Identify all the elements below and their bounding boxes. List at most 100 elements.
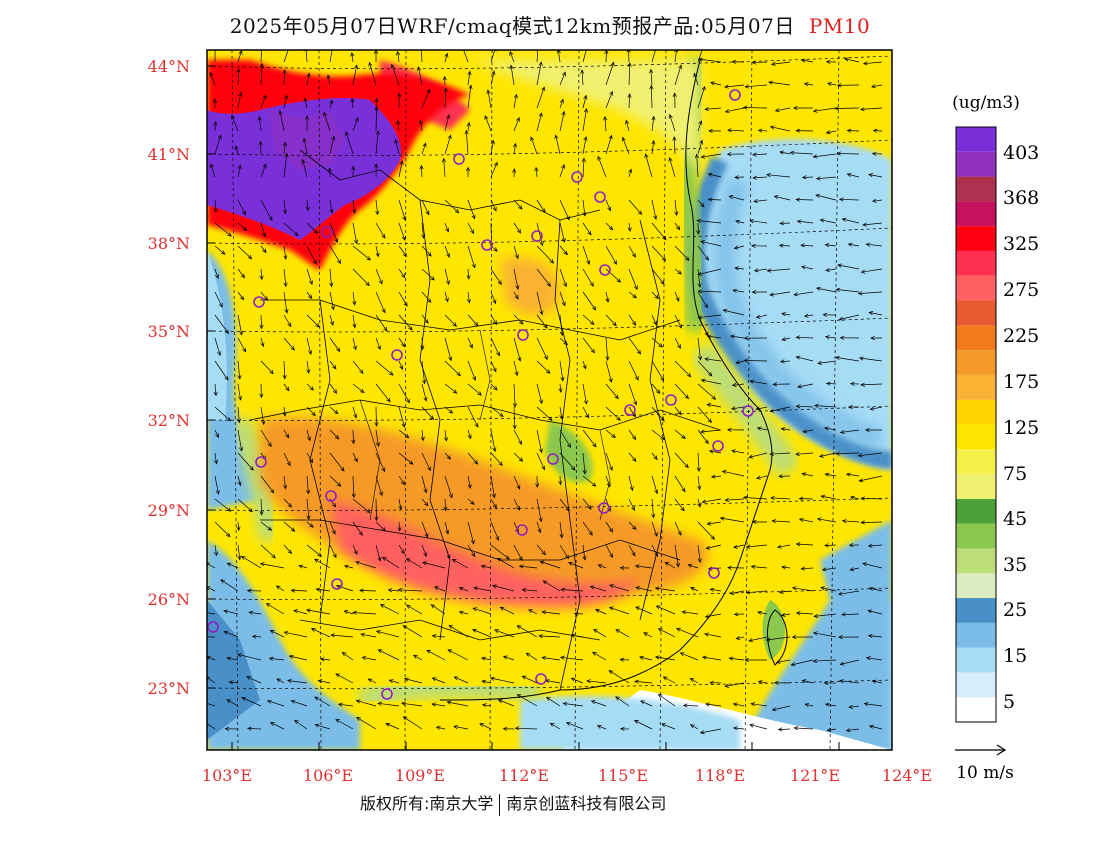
wind-arrow bbox=[847, 173, 860, 178]
wind-arrow-head bbox=[246, 588, 252, 593]
wind-arrow bbox=[214, 521, 231, 537]
wind-arrow-head bbox=[403, 302, 408, 307]
wind-arrow bbox=[444, 337, 452, 361]
wind-arrow bbox=[352, 475, 355, 498]
wind-arrow-head bbox=[430, 604, 436, 609]
wind-arrow-head bbox=[421, 234, 426, 239]
wind-arrow-head bbox=[543, 324, 548, 329]
wind-arrow-head bbox=[768, 80, 773, 85]
wind-arrow-head bbox=[698, 57, 703, 62]
wind-arrow bbox=[858, 291, 883, 294]
wind-arrow-head bbox=[796, 219, 802, 224]
wind-arrow-head bbox=[867, 633, 873, 638]
wind-arrow bbox=[840, 429, 860, 433]
wind-arrow bbox=[398, 199, 406, 221]
wind-arrow bbox=[329, 406, 339, 414]
wind-arrow-head bbox=[629, 486, 634, 492]
wind-arrow bbox=[260, 199, 273, 221]
wind-arrow-head bbox=[294, 231, 299, 237]
wind-arrow-head bbox=[751, 519, 757, 525]
wind-arrow-head bbox=[868, 311, 874, 316]
wind-arrow-head bbox=[304, 115, 310, 120]
wind-arrow bbox=[237, 69, 240, 86]
wind-arrow-head bbox=[697, 558, 702, 563]
wind-arrow-head bbox=[408, 326, 413, 331]
wind-arrow-head bbox=[793, 292, 799, 297]
wind-arrow-head bbox=[314, 558, 319, 563]
wind-arrow-head bbox=[412, 654, 418, 659]
wind-arrow bbox=[582, 544, 586, 560]
wind-arrow-head bbox=[706, 334, 712, 339]
wind-arrow-head bbox=[518, 440, 523, 446]
wind-arrow-head bbox=[847, 242, 853, 247]
colorbar bbox=[955, 126, 997, 723]
wind-arrow-head bbox=[752, 175, 757, 180]
wind-arrow bbox=[375, 452, 386, 472]
wind-arrow-head bbox=[515, 285, 520, 290]
wind-arrow-head bbox=[567, 443, 572, 449]
wind-arrow bbox=[375, 360, 394, 376]
wind-arrow-head bbox=[707, 418, 712, 424]
wind-arrow bbox=[329, 452, 345, 472]
wind-arrow bbox=[872, 680, 883, 684]
wind-arrow-head bbox=[592, 305, 597, 311]
wind-arrow-head bbox=[778, 474, 783, 479]
wind-arrow-head bbox=[708, 449, 714, 454]
wind-arrow-head bbox=[674, 50, 679, 53]
wind-arrow bbox=[311, 628, 331, 638]
wind-arrow-head bbox=[592, 442, 597, 448]
wind-arrow bbox=[351, 52, 354, 63]
wind-arrow-head bbox=[573, 611, 579, 616]
wind-arrow bbox=[756, 314, 768, 318]
wind-arrow-head bbox=[359, 369, 364, 374]
wind-arrow-head bbox=[334, 434, 340, 440]
wind-arrow-head bbox=[257, 115, 262, 121]
wind-arrow bbox=[815, 194, 837, 201]
wind-arrow bbox=[706, 544, 722, 549]
wind-arrow bbox=[260, 50, 262, 63]
wind-arrow-head bbox=[681, 434, 686, 440]
wind-arrow bbox=[355, 561, 377, 569]
wind-arrow-head bbox=[860, 382, 865, 387]
wind-arrow bbox=[582, 337, 595, 354]
wind-arrow-head bbox=[240, 555, 246, 560]
wind-arrow bbox=[774, 195, 791, 201]
wind-arrow-head bbox=[818, 453, 824, 458]
wind-arrow bbox=[536, 429, 542, 453]
wind-arrow bbox=[605, 291, 609, 303]
wind-arrow-head bbox=[239, 295, 245, 301]
wind-arrow-head bbox=[345, 131, 349, 136]
wind-arrow bbox=[559, 314, 563, 336]
wind-arrow-head bbox=[335, 584, 341, 589]
wind-arrow bbox=[513, 406, 516, 429]
figure-title: 2025年05月07日WRF/cmaq模式12km预报产品:05月07日 PM10 bbox=[0, 10, 1100, 39]
wind-arrow-head bbox=[248, 610, 254, 615]
wind-arrow-head bbox=[709, 587, 715, 592]
wind-arrow bbox=[306, 291, 312, 299]
wind-arrow bbox=[539, 635, 561, 638]
wind-arrow-head bbox=[614, 394, 619, 400]
station-marker bbox=[547, 453, 559, 465]
wind-arrow-head bbox=[491, 493, 496, 499]
wind-arrow-head bbox=[284, 152, 289, 158]
wind-arrow bbox=[698, 58, 722, 63]
wind-arrow bbox=[568, 562, 584, 569]
wind-arrow bbox=[674, 360, 691, 377]
wind-arrow bbox=[819, 452, 837, 457]
wind-arrow-head bbox=[226, 562, 232, 567]
wind-arrow bbox=[731, 450, 745, 454]
wind-arrow bbox=[329, 383, 337, 394]
wind-arrow-head bbox=[802, 429, 808, 434]
wind-arrow bbox=[779, 151, 791, 155]
wind-arrow bbox=[725, 107, 745, 113]
wind-arrow bbox=[490, 314, 497, 325]
wind-arrow bbox=[770, 126, 791, 132]
wind-arrow-head bbox=[729, 590, 735, 595]
wind-arrow-head bbox=[424, 319, 429, 324]
wind-arrow bbox=[745, 84, 768, 88]
wind-arrow-head bbox=[769, 292, 774, 297]
wind-arrow-head bbox=[435, 725, 441, 730]
wind-arrow bbox=[513, 475, 521, 490]
wind-arrow-head bbox=[771, 518, 777, 524]
wind-arrow-head bbox=[581, 157, 586, 163]
